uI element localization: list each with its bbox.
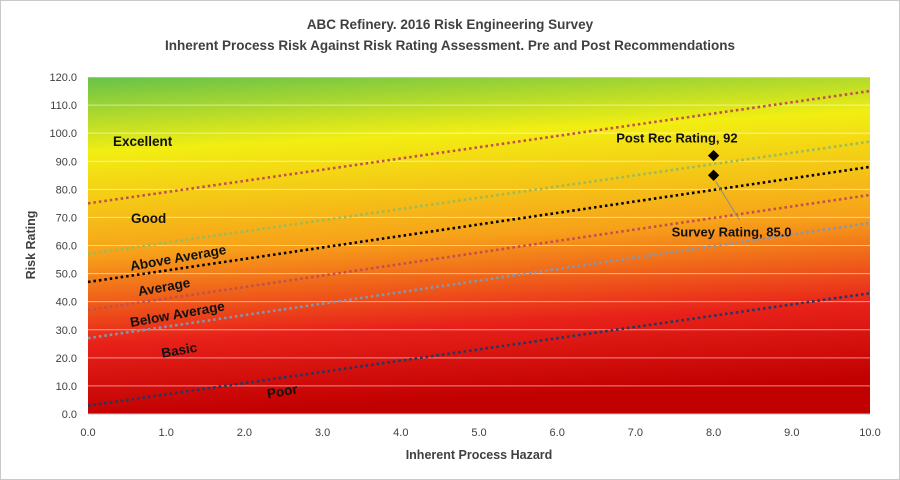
- x-axis-title: Inherent Process Hazard: [406, 448, 553, 462]
- x-tick-label: 3.0: [315, 427, 330, 439]
- x-tick-label: 4.0: [393, 427, 408, 439]
- data-point-marker: [707, 169, 720, 181]
- y-tick-label: 40.0: [56, 297, 77, 309]
- chart-subtitle: Inherent Process Risk Against Risk Ratin…: [165, 38, 735, 53]
- x-tick-label: 1.0: [159, 427, 174, 439]
- zone-label: Basic: [160, 340, 199, 361]
- y-tick-label: 70.0: [56, 212, 77, 224]
- x-tick-label: 7.0: [628, 427, 643, 439]
- y-tick-label: 60.0: [56, 241, 77, 253]
- zone-label: Poor: [266, 381, 300, 401]
- y-tick-label: 80.0: [56, 184, 77, 196]
- x-tick-label: 10.0: [859, 427, 880, 439]
- y-axis-ticks: 0.0 10.0 20.0 30.0 40.0 50.0 60.0 70.0 80.0 90.0 1…: [49, 72, 77, 421]
- x-tick-label: 9.0: [784, 427, 799, 439]
- data-point-marker: [707, 149, 720, 162]
- y-tick-label: 100.0: [49, 128, 77, 140]
- y-tick-label: 30.0: [56, 325, 77, 337]
- zone-label: Excellent: [113, 134, 173, 149]
- y-axis-title: Risk Rating: [24, 211, 38, 280]
- survey-label: Survey Rating, 85.0: [672, 224, 792, 239]
- x-tick-label: 5.0: [471, 427, 486, 439]
- x-tick-label: 6.0: [550, 427, 565, 439]
- data-points: Post Rec Rating, 92 Survey Rating, 85.0: [616, 131, 791, 240]
- survey-leader-line: [715, 181, 741, 221]
- chart-title: ABC Refinery. 2016 Risk Engineering Surv…: [307, 17, 594, 32]
- y-tick-label: 110.0: [50, 100, 77, 112]
- y-tick-label: 90.0: [56, 156, 77, 168]
- y-tick-label: 0.0: [62, 409, 77, 421]
- x-tick-label: 0.0: [80, 427, 95, 439]
- x-tick-label: 8.0: [706, 427, 721, 439]
- x-axis-ticks: 0.0 1.0 2.0 3.0 4.0 5.0 6.0 7.0 8.0 9.0 10.0: [80, 427, 880, 439]
- zone-label: Good: [131, 211, 166, 226]
- post-rec-label: Post Rec Rating, 92: [616, 131, 737, 146]
- y-tick-label: 20.0: [56, 353, 77, 365]
- y-tick-label: 10.0: [56, 381, 77, 393]
- grid-lines: [88, 76, 870, 415]
- y-tick-label: 50.0: [56, 269, 77, 281]
- x-tick-label: 2.0: [237, 427, 252, 439]
- y-tick-label: 120.0: [49, 72, 77, 84]
